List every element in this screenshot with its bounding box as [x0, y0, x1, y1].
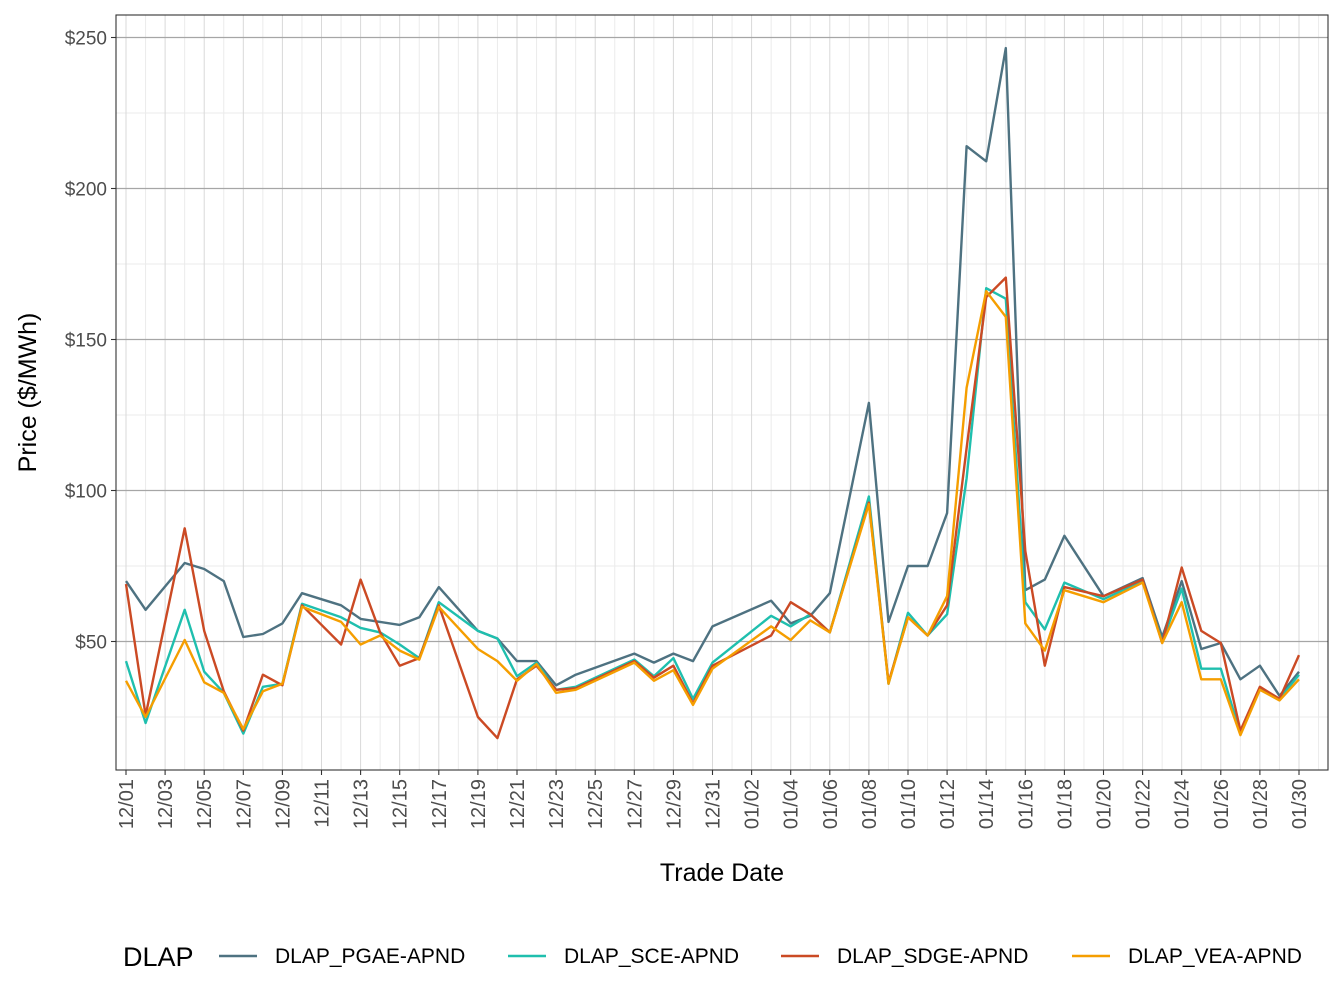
- x-tick-label: 12/23: [546, 779, 568, 829]
- y-tick-label: $200: [65, 180, 107, 201]
- x-tick-label: 12/27: [624, 779, 646, 829]
- x-tick-label: 12/03: [155, 779, 177, 829]
- x-tick-label: 01/02: [742, 779, 764, 829]
- x-tick-label: 12/19: [468, 779, 490, 829]
- legend-label: DLAP_VEA-APND: [1128, 945, 1302, 968]
- x-tick-label: 12/07: [233, 779, 255, 829]
- x-tick-label: 01/20: [1094, 779, 1116, 829]
- x-tick-label: 12/21: [507, 779, 529, 829]
- x-tick-label: 12/29: [663, 779, 685, 829]
- minor-gridlines: [116, 15, 1328, 770]
- x-tick-label: 01/30: [1289, 779, 1311, 829]
- panel-border: [115, 14, 1329, 771]
- series-line-dlap-sdge-apnd: [124, 276, 1301, 740]
- x-tick-label: 12/05: [194, 779, 216, 829]
- legend-label: DLAP_PGAE-APND: [275, 945, 465, 968]
- x-tick-label: 01/26: [1211, 779, 1233, 829]
- x-tick-label: 01/12: [937, 779, 959, 829]
- y-tick-label: $100: [65, 482, 107, 503]
- x-tick-label: 01/18: [1054, 779, 1076, 829]
- x-tick-label: 01/28: [1250, 779, 1272, 829]
- legend-label: DLAP_SCE-APND: [564, 945, 739, 968]
- x-tick-label: 01/06: [820, 779, 842, 829]
- x-tick-label: 01/08: [859, 779, 881, 829]
- series-lines: [124, 46, 1301, 740]
- x-tick-label: 01/04: [781, 779, 803, 829]
- x-tick-label: 12/17: [429, 779, 451, 829]
- x-tick-label: 01/16: [1015, 779, 1037, 829]
- y-axis: $50 $100 $150 $200 $250: [65, 29, 116, 654]
- x-tick-label: 12/15: [390, 779, 412, 829]
- series-line-dlap-vea-apnd: [124, 290, 1300, 737]
- x-axis: 12/01 12/03 12/05 12/07 12/09 12/11 12/13 12/15…: [116, 770, 1311, 829]
- x-tick-label: 12/01: [116, 779, 138, 829]
- series-line-dlap-sce-apnd: [124, 287, 1300, 735]
- x-tick-label: 12/31: [703, 779, 725, 829]
- x-tick-label: 12/11: [312, 779, 334, 828]
- x-tick-label: 01/14: [976, 779, 998, 829]
- y-tick-label: $250: [65, 29, 107, 50]
- x-tick-label: 01/24: [1172, 779, 1194, 829]
- y-tick-label: $150: [65, 331, 107, 352]
- x-tick-label: 12/25: [585, 779, 607, 829]
- x-tick-label: 01/22: [1133, 779, 1155, 829]
- x-tick-label: 12/13: [351, 779, 373, 829]
- legend-label: DLAP_SDGE-APND: [837, 945, 1028, 968]
- y-axis-title: Price ($/MWh): [14, 313, 42, 473]
- x-tick-label: 12/09: [272, 779, 294, 829]
- legend: DLAP DLAP_PGAE-APND DLAP_SCE-APND DLAP_SDG…: [123, 942, 1302, 972]
- y-tick-label: $50: [75, 633, 107, 654]
- x-tick-label: 01/10: [898, 779, 920, 829]
- legend-title: DLAP: [123, 942, 194, 972]
- major-gridlines: [116, 15, 1328, 770]
- x-axis-title: Trade Date: [660, 859, 784, 887]
